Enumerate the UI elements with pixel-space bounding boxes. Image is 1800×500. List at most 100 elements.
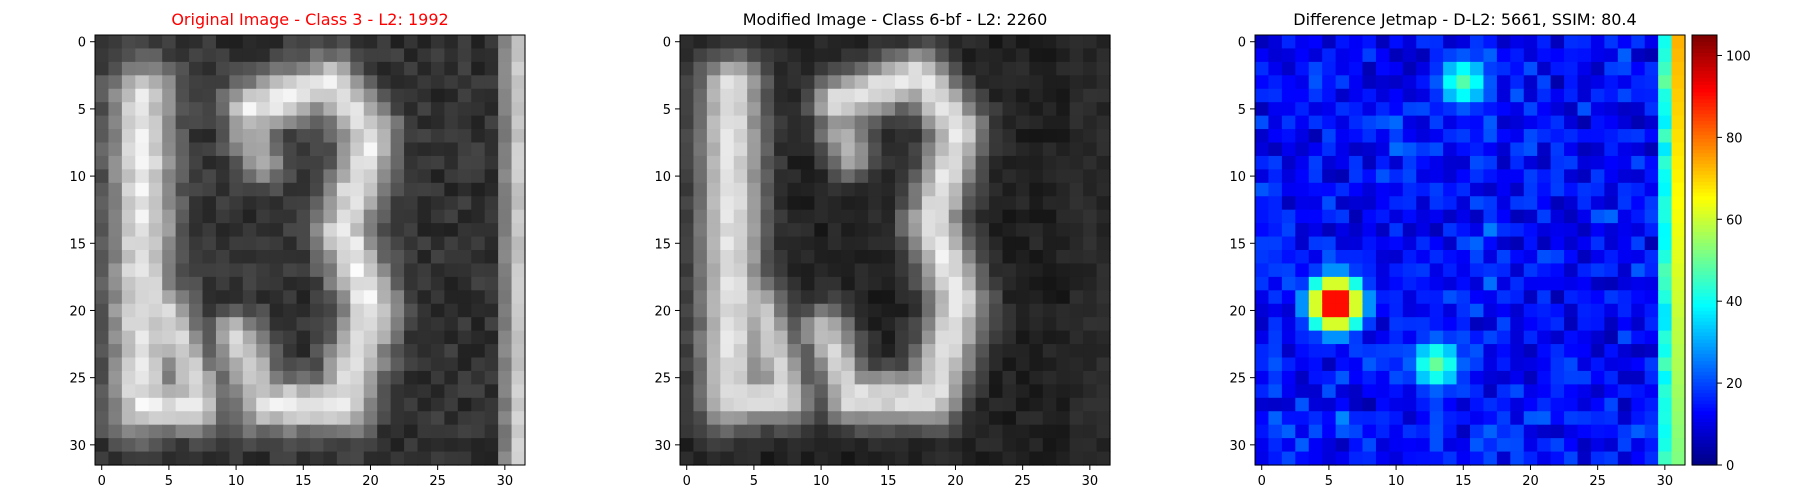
pixel-cell [693,223,708,238]
pixel-cell [269,129,284,144]
pixel-cell [706,48,721,63]
pixel-cell [430,317,445,332]
pixel-cell [814,142,829,157]
pixel-cell [1002,142,1017,157]
pixel-cell [1389,370,1404,385]
pixel-cell [162,357,177,372]
pixel-cell [444,330,459,345]
pixel-cell [1617,102,1632,117]
pixel-cell [323,88,338,103]
pixel-cell [417,88,432,103]
pixel-cell [404,424,419,439]
pixel-cell [430,169,445,184]
pixel-cell [1015,155,1030,170]
pixel-cell [935,236,950,251]
pixel-cell [417,451,432,466]
pixel-cell [377,250,392,265]
pixel-cell [854,196,869,211]
pixel-cell [95,451,110,466]
pixel-cell [1416,451,1431,466]
pixel-cell [908,276,923,291]
pixel-cell [1069,344,1084,359]
pixel-cell [135,88,150,103]
pixel-cell [511,129,526,144]
pixel-cell [511,317,526,332]
pixel-cell [350,290,365,305]
pixel-cell [323,48,338,63]
pixel-cell [1002,223,1017,238]
pixel-cell [1069,61,1084,76]
pixel-cell [484,263,499,278]
pixel-cell [175,223,190,238]
pixel-cell [135,75,150,90]
pixel-cell [390,370,405,385]
pixel-cell [975,330,990,345]
pixel-cell [787,169,802,184]
pixel-cell [774,182,789,197]
pixel-cell [1015,102,1030,117]
pixel-cell [1375,357,1390,372]
pixel-cell [390,344,405,359]
pixel-cell [256,250,271,265]
pixel-cell [814,115,829,130]
pixel-cell [1617,169,1632,184]
pixel-cell [935,75,950,90]
pixel-cell [1470,75,1485,90]
pixel-cell [1349,169,1364,184]
pixel-cell [430,303,445,318]
pixel-cell [390,330,405,345]
pixel-cell [377,102,392,117]
pixel-cell [1429,317,1444,332]
pixel-cell [242,250,257,265]
pixel-cell [1295,155,1310,170]
pixel-cell [417,317,432,332]
pixel-cell [175,384,190,399]
pixel-cell [1590,102,1605,117]
pixel-cell [1523,129,1538,144]
pixel-cell [720,196,735,211]
pixel-cell [787,263,802,278]
colorbar-segment [1692,128,1717,133]
pixel-cell [202,438,217,453]
pixel-cell [1644,35,1659,50]
pixel-cell [202,129,217,144]
pixel-cell [471,424,486,439]
pixel-cell [1631,317,1646,332]
pixel-cell [471,438,486,453]
pixel-cell [1268,303,1283,318]
pixel-cell [1496,61,1511,76]
pixel-cell [1470,223,1485,238]
pixel-cell [908,35,923,50]
pixel-cell [1069,290,1084,305]
pixel-cell [881,438,896,453]
pixel-cell [1349,35,1364,50]
pixel-cell [121,451,136,466]
pixel-cell [336,102,351,117]
pixel-cell [1617,48,1632,63]
pixel-cell [323,169,338,184]
pixel-cell [1658,424,1673,439]
pixel-cell [720,142,735,157]
pixel-cell [242,155,257,170]
pixel-cell [1496,223,1511,238]
pixel-cell [430,236,445,251]
pixel-cell [404,155,419,170]
pixel-cell [733,276,748,291]
pixel-cell [1029,303,1044,318]
pixel-cell [747,424,762,439]
pixel-cell [1042,357,1057,372]
pixel-cell [1456,35,1471,50]
pixel-cell [1671,48,1686,63]
pixel-cell [363,155,378,170]
pixel-cell [175,303,190,318]
pixel-cell [511,290,526,305]
pixel-cell [1402,344,1417,359]
pixel-cell [1322,48,1337,63]
pixel-cell [868,451,883,466]
pixel-cell [336,223,351,238]
pixel-cell [948,102,963,117]
pixel-cell [1015,142,1030,157]
colorbar-segment [1692,121,1717,126]
pixel-cell [1096,196,1111,211]
pixel-cell [256,276,271,291]
